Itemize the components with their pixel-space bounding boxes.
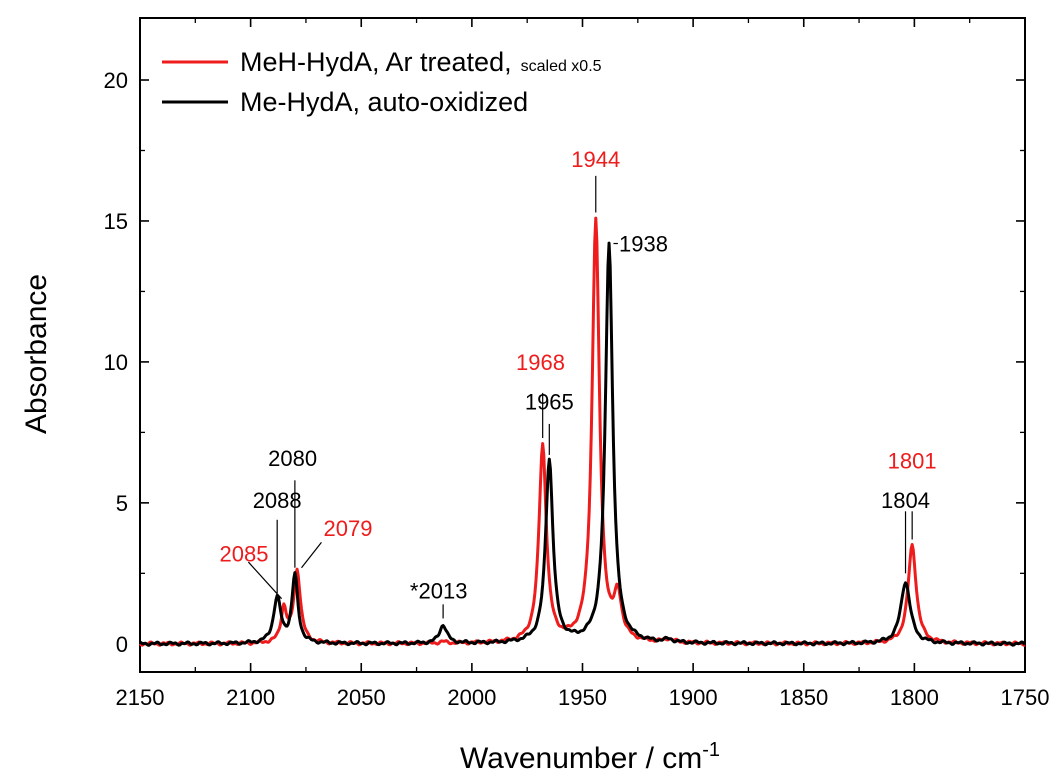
- x-axis-title-superscript: -1: [702, 739, 720, 761]
- series-line-1: [138, 216, 1026, 647]
- annotations-group: 1944 1938 1968 1965 1801 1804 2080 2088 2085 2079…: [220, 147, 937, 619]
- y-tick-label: 5: [116, 491, 128, 516]
- annotation-label: 1938: [619, 232, 668, 257]
- annotation-label: 1968: [516, 350, 565, 375]
- annotation-leader-line: [301, 541, 322, 569]
- legend: MeH-HydA, Ar treated, scaled x0.5 Me-HydA,…: [162, 47, 602, 117]
- x-tick-label: 1950: [558, 685, 607, 710]
- annotation-label: 1944: [571, 147, 620, 172]
- y-tick-label: 15: [104, 209, 128, 234]
- y-axis-title: Absorbance: [20, 274, 53, 434]
- x-tick-label: 2100: [226, 685, 275, 710]
- x-tick-label: 1800: [890, 685, 939, 710]
- annotation-label: 1801: [888, 449, 937, 474]
- annotation-label: 2085: [220, 542, 269, 567]
- annotation-label: 1965: [525, 389, 574, 414]
- x-tick-label: 2000: [447, 685, 496, 710]
- series-line-2: [139, 241, 1026, 647]
- annotation-label: 1804: [881, 488, 930, 513]
- annotation-label: *2013: [410, 578, 468, 603]
- legend-label: MeH-HydA, Ar treated, scaled x0.5: [240, 47, 602, 77]
- y-tick-label: 0: [116, 632, 128, 657]
- series-group: [138, 216, 1026, 647]
- annotation-label: 2079: [323, 516, 372, 541]
- annotation-label: 2088: [253, 488, 302, 513]
- y-tick-label: 20: [104, 68, 128, 93]
- annotation-label: 2080: [268, 446, 317, 471]
- x-axis-title-text: Wavenumber / cm: [460, 742, 702, 774]
- x-axis-title: Wavenumber / cm-1: [460, 739, 720, 774]
- x-tick-label: 1750: [1001, 685, 1050, 710]
- x-tick-label: 1900: [669, 685, 718, 710]
- x-tick-label: 2150: [116, 685, 165, 710]
- x-tick-label: 1850: [779, 685, 828, 710]
- y-tick-label: 10: [104, 350, 128, 375]
- annotation-leader-line: [247, 561, 283, 600]
- x-tick-label: 2050: [337, 685, 386, 710]
- legend-label: Me-HydA, auto-oxidized: [240, 87, 528, 117]
- axis-ticks: 2150 2100 2050 2000 1950 1900 1850 1800 1750 0 5 10…: [104, 18, 1050, 710]
